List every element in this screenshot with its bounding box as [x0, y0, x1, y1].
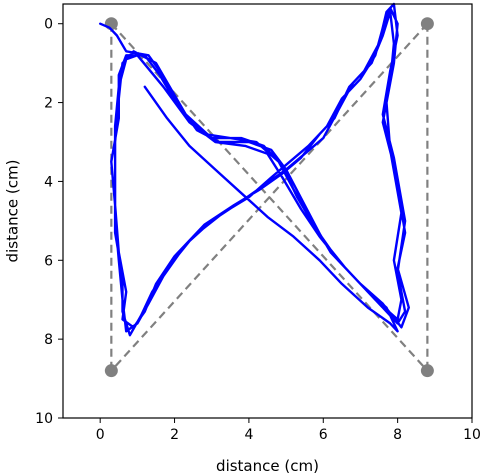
y-tick-label-10: 10	[35, 411, 53, 427]
path-series	[99, 2, 410, 337]
trajectory-line-0	[99, 2, 410, 337]
y-axis-ticks: 0 2 4 6 8 10	[35, 17, 63, 427]
reference-point-1	[420, 17, 434, 31]
reference-point-2	[104, 364, 118, 378]
y-axis-label: distance (cm)	[4, 160, 22, 263]
y-tick-label-4: 4	[44, 174, 53, 190]
x-tick-label-8: 8	[393, 427, 402, 443]
y-tick-label-2: 2	[44, 96, 53, 112]
x-tick-label-4: 4	[244, 427, 253, 443]
x-tick-label-10: 10	[463, 427, 481, 443]
y-tick-label-8: 8	[44, 332, 53, 348]
reference-lines	[110, 22, 429, 372]
reference-point-3	[420, 364, 434, 378]
x-axis-label: distance (cm)	[216, 457, 319, 475]
x-tick-label-0: 0	[96, 427, 105, 443]
reference-line-3	[110, 22, 429, 372]
y-tick-label-0: 0	[44, 17, 53, 33]
x-tick-label-6: 6	[319, 427, 328, 443]
x-tick-label-2: 2	[170, 427, 179, 443]
plot-frame	[62, 3, 473, 419]
y-tick-label-6: 6	[44, 253, 53, 269]
x-axis-ticks: 0 2 4 6 8 10	[96, 418, 481, 443]
